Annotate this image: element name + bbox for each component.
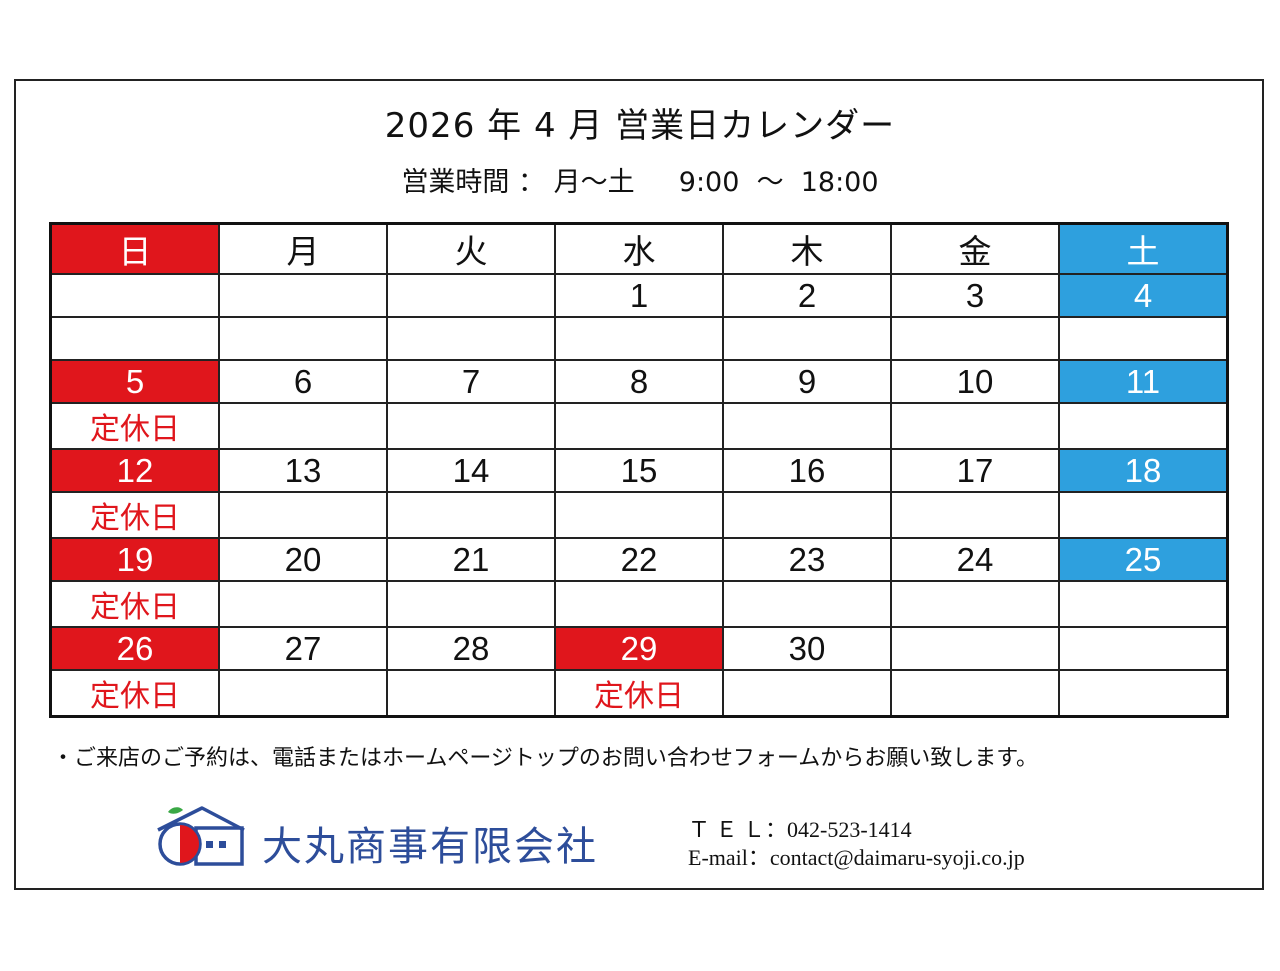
date-cell-saturday: 11 [1058, 359, 1229, 404]
note-cell [1058, 316, 1229, 361]
date-cell: 2 [722, 273, 892, 318]
date-cell: 28 [386, 626, 556, 671]
note-cell [386, 491, 556, 539]
date-cell-saturday: 18 [1058, 448, 1229, 493]
date-cell: 3 [890, 273, 1060, 318]
note-cell [1058, 669, 1229, 718]
date-cell: 21 [386, 537, 556, 582]
note-cell [386, 580, 556, 628]
week-5-dates: 26 27 28 29 30 [49, 626, 1229, 671]
date-cell: 30 [722, 626, 892, 671]
note-cell [554, 580, 724, 628]
weekday-tue: 火 [386, 222, 556, 275]
closed-day-label: 定休日 [49, 580, 220, 628]
date-cell: 8 [554, 359, 724, 404]
weekday-sun: 日 [49, 222, 220, 275]
date-cell: 7 [386, 359, 556, 404]
date-cell-sunday: 19 [49, 537, 220, 582]
note-cell [722, 580, 892, 628]
week-2-notes: 定休日 [49, 402, 1229, 450]
business-hours: 営業時間 ： 月～土 9:00 ～ 18:00 [401, 167, 879, 198]
date-cell: 16 [722, 448, 892, 493]
calendar-table: 日 月 火 水 木 金 土 1 2 3 4 5 6 7 8 9 10 11 定休… [49, 222, 1229, 718]
week-4-dates: 19 20 21 22 23 24 25 [49, 537, 1229, 582]
week-1-notes [49, 316, 1229, 361]
company-name: 大丸商事有限会社 [262, 824, 598, 870]
date-cell-sunday: 5 [49, 359, 220, 404]
date-cell: 22 [554, 537, 724, 582]
note-cell [218, 669, 388, 718]
note-cell [890, 580, 1060, 628]
note-cell [1058, 580, 1229, 628]
date-cell: 14 [386, 448, 556, 493]
date-cell: 24 [890, 537, 1060, 582]
week-1-dates: 1 2 3 4 [49, 273, 1229, 318]
date-cell: 1 [554, 273, 724, 318]
closed-day-label: 定休日 [554, 669, 724, 718]
weekday-wed: 水 [554, 222, 724, 275]
contact-block: Ｔ Ｅ Ｌ：042-523-1414 E-mail：contact@daimaru… [688, 816, 1025, 872]
note-cell [890, 491, 1060, 539]
house-apple-logo-icon [157, 806, 245, 866]
date-cell: 10 [890, 359, 1060, 404]
date-cell [49, 273, 220, 318]
weekday-header-row: 日 月 火 水 木 金 土 [49, 222, 1229, 275]
tel-line: Ｔ Ｅ Ｌ：042-523-1414 [688, 817, 912, 842]
date-cell: 6 [218, 359, 388, 404]
reservation-notice: ・ご来店のご予約は、電話またはホームページトップのお問い合わせフォームからお願い… [52, 746, 1039, 771]
note-cell [218, 491, 388, 539]
date-cell-saturday: 25 [1058, 537, 1229, 582]
date-cell: 23 [722, 537, 892, 582]
note-cell [386, 316, 556, 361]
email-line: E-mail：contact@daimaru-syoji.co.jp [688, 845, 1025, 870]
note-cell [722, 491, 892, 539]
weekday-fri: 金 [890, 222, 1060, 275]
note-cell [1058, 491, 1229, 539]
week-3-dates: 12 13 14 15 16 17 18 [49, 448, 1229, 493]
note-cell [554, 402, 724, 450]
date-cell-sunday: 12 [49, 448, 220, 493]
closed-day-label: 定休日 [49, 402, 220, 450]
note-cell [722, 402, 892, 450]
note-cell [49, 316, 220, 361]
week-4-notes: 定休日 [49, 580, 1229, 628]
date-cell: 27 [218, 626, 388, 671]
closed-day-label: 定休日 [49, 491, 220, 539]
note-cell [218, 402, 388, 450]
date-cell: 20 [218, 537, 388, 582]
note-cell [890, 402, 1060, 450]
weekday-mon: 月 [218, 222, 388, 275]
week-2-dates: 5 6 7 8 9 10 11 [49, 359, 1229, 404]
closed-day-label: 定休日 [49, 669, 220, 718]
note-cell [554, 316, 724, 361]
note-cell [386, 669, 556, 718]
page-title: 2026 年 4 月 営業日カレンダー [384, 106, 896, 146]
week-3-notes: 定休日 [49, 491, 1229, 539]
date-cell-holiday: 29 [554, 626, 724, 671]
weekday-sat: 土 [1058, 222, 1229, 275]
note-cell [890, 316, 1060, 361]
date-cell [890, 626, 1060, 671]
date-cell: 15 [554, 448, 724, 493]
weekday-thu: 木 [722, 222, 892, 275]
date-cell [218, 273, 388, 318]
note-cell [890, 669, 1060, 718]
date-cell-saturday: 4 [1058, 273, 1229, 318]
date-cell [1058, 626, 1229, 671]
date-cell-sunday: 26 [49, 626, 220, 671]
date-cell: 13 [218, 448, 388, 493]
date-cell [386, 273, 556, 318]
note-cell [722, 316, 892, 361]
note-cell [1058, 402, 1229, 450]
note-cell [722, 669, 892, 718]
note-cell [218, 316, 388, 361]
date-cell: 9 [722, 359, 892, 404]
date-cell: 17 [890, 448, 1060, 493]
note-cell [554, 491, 724, 539]
note-cell [386, 402, 556, 450]
calendar-frame [14, 79, 1264, 890]
note-cell [218, 580, 388, 628]
week-5-notes: 定休日 定休日 [49, 669, 1229, 718]
